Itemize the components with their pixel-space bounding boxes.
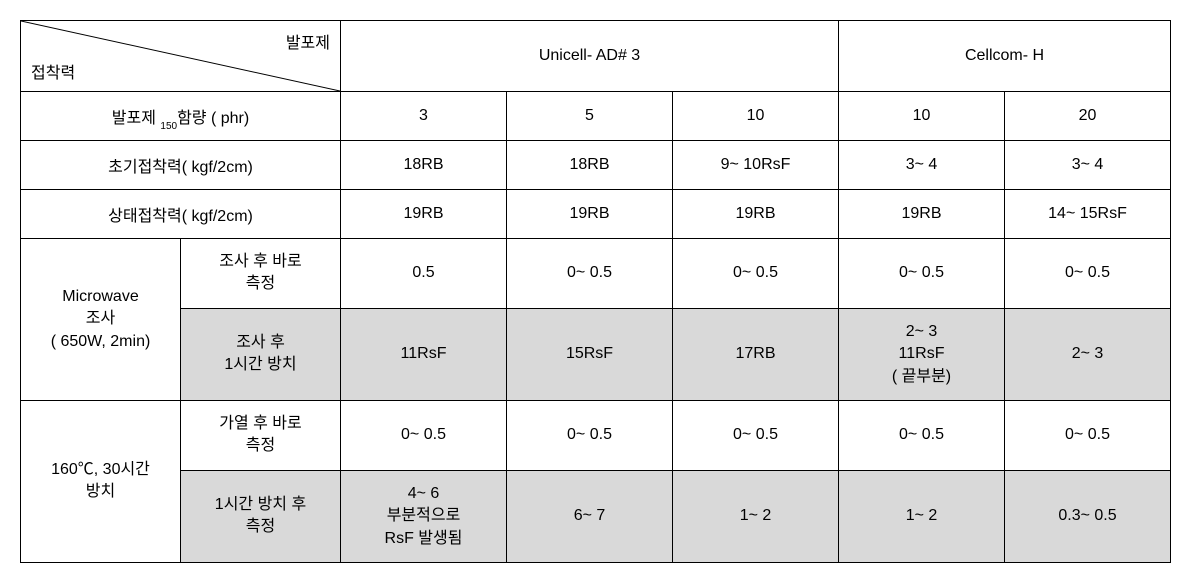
row-microwave-immediate: Microwave 조사 ( 650W, 2min) 조사 후 바로 측정 0.…: [21, 239, 1171, 309]
line: ( 650W, 2min): [51, 333, 151, 350]
cell: 0~ 0.5: [673, 400, 839, 470]
line: 측정: [246, 437, 275, 454]
row-initial-adhesion: 초기접착력( kgf/2cm) 18RB 18RB 9~ 10RsF 3~ 4 …: [21, 141, 1171, 190]
cell: 10: [673, 92, 839, 141]
line: 조사 후: [236, 334, 285, 351]
diag-top-label: 발포제: [286, 29, 330, 53]
line: ( 끝부분): [892, 368, 951, 385]
row-heat-after-1h: 1시간 방치 후 측정 4~ 6 부분적으로 RsF 발생됨 6~ 7 1~ 2…: [21, 470, 1171, 562]
line: 160℃, 30시간: [51, 461, 150, 478]
cell: 17RB: [673, 308, 839, 400]
cell: 18RB: [507, 141, 673, 190]
cell: 3~ 4: [1005, 141, 1171, 190]
label-suffix: 함량 ( phr): [177, 110, 249, 127]
line: 조사 후 바로: [219, 253, 302, 270]
cell: 15RsF: [507, 308, 673, 400]
cell: 1~ 2: [673, 470, 839, 562]
row-blowing-agent-content: 발포제 150함량 ( phr) 3 5 10 10 20: [21, 92, 1171, 141]
cell: 0.5: [341, 239, 507, 309]
table-header-row: 발포제 접착력 Unicell- AD# 3 Cellcom- H: [21, 21, 1171, 92]
cell: 2~ 3: [1005, 308, 1171, 400]
row-state-adhesion: 상태접착력( kgf/2cm) 19RB 19RB 19RB 19RB 14~ …: [21, 190, 1171, 239]
cell: 5: [507, 92, 673, 141]
cell: 11RsF: [341, 308, 507, 400]
adhesion-table-container: 발포제 접착력 Unicell- AD# 3 Cellcom- H 발포제 15…: [20, 20, 1170, 563]
cell: 2~ 3 11RsF ( 끝부분): [839, 308, 1005, 400]
cell: 19RB: [673, 190, 839, 239]
cell: 0~ 0.5: [507, 400, 673, 470]
row-microwave-after-1h: 조사 후 1시간 방치 11RsF 15RsF 17RB 2~ 3 11RsF …: [21, 308, 1171, 400]
group-header-unicell: Unicell- AD# 3: [341, 21, 839, 92]
cell-sub-label: 조사 후 바로 측정: [181, 239, 341, 309]
cell: 0~ 0.5: [507, 239, 673, 309]
line: 부분적으로: [387, 507, 461, 524]
cell-sub-label: 1시간 방치 후 측정: [181, 470, 341, 562]
cell-label: 초기접착력( kgf/2cm): [21, 141, 341, 190]
cell: 14~ 15RsF: [1005, 190, 1171, 239]
cell: 19RB: [341, 190, 507, 239]
line: 2~ 3: [906, 323, 938, 340]
cell: 19RB: [507, 190, 673, 239]
cell: 0~ 0.5: [673, 239, 839, 309]
cell: 19RB: [839, 190, 1005, 239]
cell: 10: [839, 92, 1005, 141]
line: 1시간 방치: [224, 356, 296, 373]
cell: 0.3~ 0.5: [1005, 470, 1171, 562]
line: 측정: [246, 518, 275, 535]
row-heat-immediate: 160℃, 30시간 방치 가열 후 바로 측정 0~ 0.5 0~ 0.5 0…: [21, 400, 1171, 470]
cell: 20: [1005, 92, 1171, 141]
cell: 0~ 0.5: [839, 239, 1005, 309]
line: 방치: [86, 483, 115, 500]
cell-label: 상태접착력( kgf/2cm): [21, 190, 341, 239]
cell: 18RB: [341, 141, 507, 190]
diag-bottom-label: 접착력: [31, 59, 75, 83]
cell: 1~ 2: [839, 470, 1005, 562]
cell-sub-label: 가열 후 바로 측정: [181, 400, 341, 470]
line: 1시간 방치 후: [215, 496, 306, 513]
cell: 3~ 4: [839, 141, 1005, 190]
cell: 4~ 6 부분적으로 RsF 발생됨: [341, 470, 507, 562]
cell: 0~ 0.5: [341, 400, 507, 470]
label-subscript: 150: [160, 121, 177, 132]
cell-sub-label: 조사 후 1시간 방치: [181, 308, 341, 400]
cell: 0~ 0.5: [1005, 239, 1171, 309]
cell-content-label: 발포제 150함량 ( phr): [21, 92, 341, 141]
line: 4~ 6: [408, 485, 440, 502]
group-header-cellcom: Cellcom- H: [839, 21, 1171, 92]
line: 측정: [246, 275, 275, 292]
cell-heat-group-label: 160℃, 30시간 방치: [21, 400, 181, 562]
line: 조사: [86, 310, 115, 327]
line: 가열 후 바로: [219, 415, 302, 432]
line: RsF 발생됨: [385, 530, 463, 547]
cell-microwave-group-label: Microwave 조사 ( 650W, 2min): [21, 239, 181, 401]
adhesion-table: 발포제 접착력 Unicell- AD# 3 Cellcom- H 발포제 15…: [20, 20, 1171, 563]
cell: 0~ 0.5: [1005, 400, 1171, 470]
cell: 6~ 7: [507, 470, 673, 562]
line: 11RsF: [899, 345, 945, 362]
diagonal-header-cell: 발포제 접착력: [21, 21, 341, 92]
line: Microwave: [62, 288, 138, 305]
cell: 3: [341, 92, 507, 141]
cell: 9~ 10RsF: [673, 141, 839, 190]
cell: 0~ 0.5: [839, 400, 1005, 470]
label-prefix: 발포제: [112, 110, 161, 127]
